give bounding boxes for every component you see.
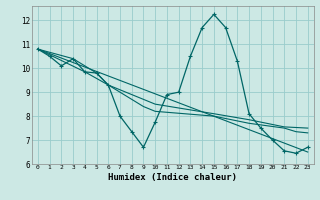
X-axis label: Humidex (Indice chaleur): Humidex (Indice chaleur) xyxy=(108,173,237,182)
